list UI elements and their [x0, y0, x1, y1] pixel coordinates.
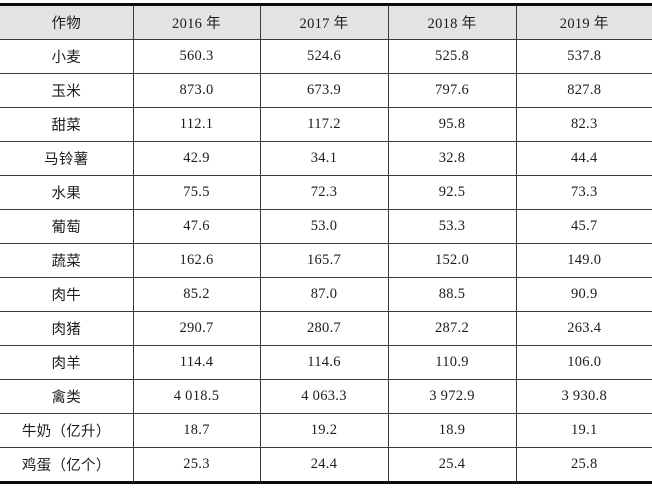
table-cell: 87.0: [259, 277, 389, 312]
table-cell: 290.7: [132, 311, 261, 346]
table-cell: 18.7: [132, 413, 261, 448]
table-row-potato: 马铃薯 42.9 34.1 32.8 44.4: [0, 141, 652, 176]
table-row-eggs: 鸡蛋（亿个） 25.3 24.4 25.4 25.8: [0, 447, 652, 483]
table-cell: 873.0: [132, 73, 261, 108]
table-cell: 73.3: [515, 175, 652, 210]
column-header-2016: 2016 年: [132, 4, 261, 40]
table-cell: 45.7: [515, 209, 652, 244]
column-header-2017: 2017 年: [259, 4, 389, 40]
table-cell: 47.6: [132, 209, 261, 244]
crop-production-table: 作物 2016 年 2017 年 2018 年 2019 年 小麦 560.3 …: [0, 3, 652, 484]
table-cell: 114.4: [132, 345, 261, 380]
table-cell: 827.8: [515, 73, 652, 108]
table-cell: 165.7: [259, 243, 389, 278]
table-cell: 82.3: [515, 107, 652, 142]
table-cell: 44.4: [515, 141, 652, 176]
table-cell: 110.9: [387, 345, 517, 380]
table-cell: 72.3: [259, 175, 389, 210]
table-row-mutton-sheep: 肉羊 114.4 114.6 110.9 106.0: [0, 345, 652, 380]
header-row: 作物 2016 年 2017 年 2018 年 2019 年: [0, 4, 652, 40]
table-row-pork-pig: 肉猪 290.7 280.7 287.2 263.4: [0, 311, 652, 346]
table-cell: 19.1: [515, 413, 652, 448]
table-row-poultry: 禽类 4 018.5 4 063.3 3 972.9 3 930.8: [0, 379, 652, 414]
table-cell: 112.1: [132, 107, 261, 142]
table-cell: 25.4: [387, 447, 517, 483]
table-cell: 92.5: [387, 175, 517, 210]
row-label: 肉羊: [0, 345, 134, 380]
table-cell: 19.2: [259, 413, 389, 448]
table-cell: 263.4: [515, 311, 652, 346]
table-cell: 53.3: [387, 209, 517, 244]
row-label: 小麦: [0, 39, 134, 74]
table-cell: 152.0: [387, 243, 517, 278]
row-label: 肉猪: [0, 311, 134, 346]
table-cell: 149.0: [515, 243, 652, 278]
table-cell: 34.1: [259, 141, 389, 176]
table-row-corn: 玉米 873.0 673.9 797.6 827.8: [0, 73, 652, 108]
table-row-vegetables: 蔬菜 162.6 165.7 152.0 149.0: [0, 243, 652, 278]
table-row-grape: 葡萄 47.6 53.0 53.3 45.7: [0, 209, 652, 244]
row-label: 牛奶（亿升）: [0, 413, 134, 448]
table-row-wheat: 小麦 560.3 524.6 525.8 537.8: [0, 39, 652, 74]
table-cell: 85.2: [132, 277, 261, 312]
table-cell: 162.6: [132, 243, 261, 278]
table-cell: 95.8: [387, 107, 517, 142]
row-label: 甜菜: [0, 107, 134, 142]
row-label: 马铃薯: [0, 141, 134, 176]
table-cell: 53.0: [259, 209, 389, 244]
table-cell: 32.8: [387, 141, 517, 176]
row-label: 葡萄: [0, 209, 134, 244]
table-cell: 673.9: [259, 73, 389, 108]
row-label: 玉米: [0, 73, 134, 108]
table-cell: 3 972.9: [387, 379, 517, 414]
column-header-2018: 2018 年: [387, 4, 517, 40]
table-cell: 106.0: [515, 345, 652, 380]
column-header-crop: 作物: [0, 4, 134, 40]
table-cell: 3 930.8: [515, 379, 652, 414]
table-cell: 25.8: [515, 447, 652, 483]
table-cell: 117.2: [259, 107, 389, 142]
row-label: 肉牛: [0, 277, 134, 312]
table-cell: 25.3: [132, 447, 261, 483]
row-label: 水果: [0, 175, 134, 210]
table-cell: 88.5: [387, 277, 517, 312]
table-row-fruit: 水果 75.5 72.3 92.5 73.3: [0, 175, 652, 210]
table-row-milk: 牛奶（亿升） 18.7 19.2 18.9 19.1: [0, 413, 652, 448]
row-label: 蔬菜: [0, 243, 134, 278]
table-cell: 4 063.3: [259, 379, 389, 414]
table-row-beef-cattle: 肉牛 85.2 87.0 88.5 90.9: [0, 277, 652, 312]
table-cell: 287.2: [387, 311, 517, 346]
row-label: 禽类: [0, 379, 134, 414]
table-cell: 797.6: [387, 73, 517, 108]
column-header-2019: 2019 年: [515, 4, 652, 40]
row-label: 鸡蛋（亿个）: [0, 447, 134, 483]
table-cell: 524.6: [259, 39, 389, 74]
table-row-sugar-beet: 甜菜 112.1 117.2 95.8 82.3: [0, 107, 652, 142]
table-cell: 280.7: [259, 311, 389, 346]
table-cell: 24.4: [259, 447, 389, 483]
table-cell: 75.5: [132, 175, 261, 210]
table-cell: 4 018.5: [132, 379, 261, 414]
table-cell: 90.9: [515, 277, 652, 312]
table-cell: 114.6: [259, 345, 389, 380]
table-cell: 18.9: [387, 413, 517, 448]
table-cell: 42.9: [132, 141, 261, 176]
table-cell: 560.3: [132, 39, 261, 74]
table-cell: 537.8: [515, 39, 652, 74]
table-cell: 525.8: [387, 39, 517, 74]
